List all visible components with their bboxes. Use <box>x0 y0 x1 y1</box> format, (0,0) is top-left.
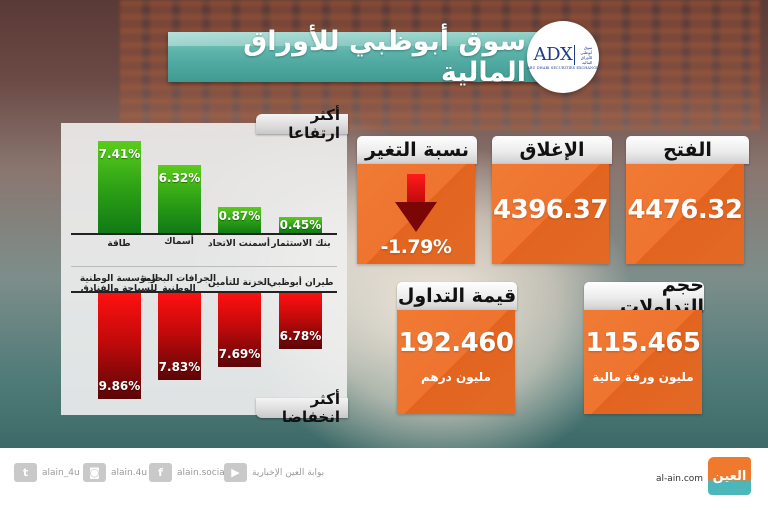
adx-logo-abbr: ADX <box>533 44 573 65</box>
loser-name: الخزنة للتأمين <box>208 278 270 288</box>
volume-card: حجم التداولات 115.465 مليون ورقة مالية <box>584 274 704 414</box>
site-url[interactable]: al-ain.com <box>656 474 704 484</box>
open-card-body: 4476.32 <box>626 164 744 264</box>
twitter-icon: t <box>14 463 37 482</box>
youtube-handle[interactable]: بوابة العين الإخبارية <box>252 467 325 478</box>
change-label: نسبة التغير <box>357 136 477 164</box>
gainer-value: 0.87% <box>218 209 261 223</box>
top-gainers-label: أكثر ارتفاعا <box>256 106 348 142</box>
footer: t alain_4u ◙ alain.4u f alain.social ▶ ب… <box>0 448 768 510</box>
change-card: نسبة التغير -1.79% <box>357 136 477 264</box>
social-facebook[interactable]: f alain.social <box>149 463 227 482</box>
adx-logo-arabic: سوق أبوظبي للأوراق المالية <box>574 44 592 65</box>
facebook-handle[interactable]: alain.social <box>177 467 228 478</box>
gainer-name: أسمنت الاتحاد <box>208 239 270 249</box>
loser-value: 7.83% <box>158 360 201 374</box>
turnover-label: قيمة التداول <box>397 282 517 310</box>
panel-divider <box>71 266 337 267</box>
youtube-icon: ▶ <box>224 463 247 482</box>
volume-label: حجم التداولات <box>584 274 704 318</box>
al-ain-logo[interactable]: العين <box>708 457 751 495</box>
volume-unit: مليون ورقة مالية <box>592 370 694 384</box>
loser-bar-4: 6.78% <box>279 293 322 349</box>
open-value: 4476.32 <box>627 195 743 225</box>
change-card-body: -1.79% <box>357 164 475 264</box>
gainer-value: 6.32% <box>158 171 201 185</box>
loser-bar-2: 7.83% <box>158 293 201 380</box>
loser-value: 6.78% <box>279 329 322 343</box>
adx-logo: ADX سوق أبوظبي للأوراق المالية ABU DHABI… <box>527 21 599 93</box>
loser-bar-3: 7.69% <box>218 293 261 367</box>
turnover-card-body: 192.460 مليون درهم <box>397 310 515 414</box>
volume-value: 115.465 <box>585 328 701 358</box>
gainer-name: أسماك <box>164 237 194 247</box>
change-value: -1.79% <box>380 236 452 258</box>
close-label: الإغلاق <box>492 136 612 164</box>
gainer-bar-1: 7.41% <box>98 141 141 233</box>
turnover-card: قيمة التداول 192.460 مليون درهم <box>397 282 517 414</box>
turnover-unit: مليون درهم <box>421 370 491 384</box>
top-losers-label: أكثر انخفاضا <box>256 390 348 426</box>
loser-value: 7.69% <box>218 347 261 361</box>
close-card-body: 4396.37 <box>492 164 609 264</box>
turnover-value: 192.460 <box>398 328 514 358</box>
gainer-value: 7.41% <box>98 147 141 161</box>
title-banner: سوق أبوظبي للأوراق المالية <box>168 26 546 88</box>
page-title: سوق أبوظبي للأوراق المالية <box>243 26 526 88</box>
volume-card-body: 115.465 مليون ورقة مالية <box>584 310 702 414</box>
social-youtube[interactable]: ▶ بوابة العين الإخبارية <box>224 463 324 482</box>
open-card: الفتح 4476.32 <box>626 136 749 264</box>
loser-name: المؤسسة الوطنية للسياحة والفنادق <box>79 274 159 294</box>
gainer-value: 0.45% <box>279 218 322 232</box>
close-value: 4396.37 <box>493 195 608 225</box>
instagram-icon: ◙ <box>83 463 106 482</box>
loser-bar-1: 9.86% <box>98 293 141 399</box>
down-arrow-icon <box>395 174 437 232</box>
social-instagram[interactable]: ◙ alain.4u <box>83 463 147 482</box>
loser-value: 9.86% <box>98 379 141 393</box>
gainer-name: طاقة <box>107 239 131 249</box>
instagram-handle[interactable]: alain.4u <box>111 467 148 478</box>
adx-logo-english: ABU DHABI SECURITIES EXCHANGE <box>527 66 599 70</box>
loser-name: الجرافات البحرية الوطنية <box>141 274 217 294</box>
gainers-axis <box>71 233 337 235</box>
gainer-bar-3: 0.87% <box>218 207 261 233</box>
losers-axis <box>71 291 337 293</box>
gainer-bar-4: 0.45% <box>279 217 322 233</box>
social-twitter[interactable]: t alain_4u <box>14 463 80 482</box>
facebook-icon: f <box>149 463 172 482</box>
close-card: الإغلاق 4396.37 <box>492 136 612 264</box>
open-label: الفتح <box>626 136 749 164</box>
gainer-bar-2: 6.32% <box>158 165 201 233</box>
loser-name: طيران أبوظبي <box>268 278 334 288</box>
gainer-name: بنك الاستثمار <box>271 239 331 249</box>
twitter-handle[interactable]: alain_4u <box>42 467 80 478</box>
